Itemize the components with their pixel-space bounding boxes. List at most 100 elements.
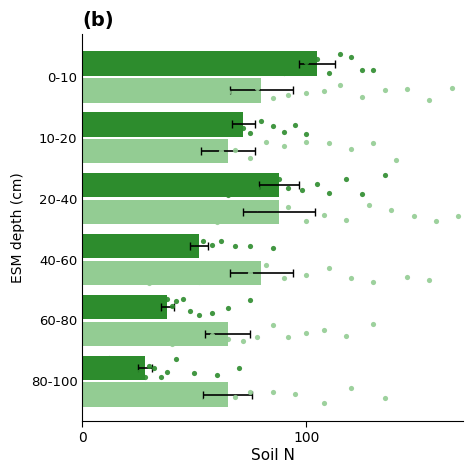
Point [146, 237, 153, 245]
Point [448, 84, 456, 92]
Point [231, 393, 238, 401]
Bar [82, 173, 279, 198]
Point [347, 146, 355, 153]
Point [314, 55, 321, 63]
Point [336, 50, 344, 58]
Point [298, 186, 305, 193]
Point [381, 172, 388, 179]
Point [343, 216, 350, 224]
Point [280, 142, 288, 149]
Point [128, 368, 135, 375]
Point [347, 384, 355, 392]
Bar [82, 52, 318, 76]
Point [269, 321, 276, 328]
Point [168, 340, 176, 347]
Point [284, 203, 292, 210]
Point [235, 202, 243, 210]
Point [403, 85, 410, 92]
Bar [82, 234, 199, 258]
Bar [82, 261, 261, 285]
Point [146, 322, 153, 330]
Point [302, 138, 310, 146]
Point [217, 237, 225, 245]
Point [157, 239, 164, 247]
Point [253, 204, 261, 211]
Point [213, 219, 220, 226]
Point [168, 203, 176, 210]
Point [246, 58, 254, 65]
Point [246, 297, 254, 304]
Point [347, 53, 355, 61]
Point [201, 396, 209, 404]
Point [217, 386, 225, 394]
Point [179, 295, 187, 302]
Point [246, 388, 254, 396]
Point [387, 206, 395, 213]
Point [320, 211, 328, 219]
Point [119, 294, 127, 302]
Point [291, 121, 299, 128]
Point [262, 186, 270, 194]
Point [164, 152, 171, 160]
Point [257, 117, 265, 125]
Point [224, 88, 232, 96]
Point [240, 91, 247, 99]
Point [370, 320, 377, 328]
Point [320, 399, 328, 407]
Point [128, 297, 135, 304]
Point [231, 273, 238, 281]
Point [392, 156, 400, 164]
Point [253, 184, 261, 191]
Point [173, 297, 180, 304]
Text: (b): (b) [82, 11, 114, 30]
Point [246, 154, 254, 162]
Point [280, 274, 288, 282]
Point [191, 330, 198, 337]
Point [179, 91, 187, 98]
Bar [82, 321, 228, 346]
Point [164, 235, 171, 242]
Point [370, 278, 377, 285]
Point [179, 128, 187, 135]
Point [246, 269, 254, 276]
Point [253, 333, 261, 341]
Point [240, 337, 247, 345]
Point [173, 243, 180, 250]
Point [182, 250, 189, 258]
Point [381, 86, 388, 94]
Point [284, 184, 292, 192]
Point [146, 93, 153, 100]
Point [146, 296, 153, 303]
Point [135, 246, 142, 254]
Point [105, 355, 113, 362]
Point [186, 385, 193, 393]
Point [224, 191, 232, 199]
Point [325, 264, 332, 272]
Point [325, 139, 332, 147]
Bar [82, 356, 145, 380]
Point [209, 309, 216, 316]
Point [347, 274, 355, 282]
Point [224, 305, 232, 312]
Bar [82, 78, 261, 102]
Point [157, 373, 164, 381]
Point [370, 139, 377, 146]
Point [302, 329, 310, 337]
Point [201, 86, 209, 94]
Point [164, 295, 171, 303]
Point [302, 89, 310, 97]
Bar [82, 295, 167, 319]
Point [209, 241, 216, 249]
Point [370, 66, 377, 74]
Point [257, 67, 265, 74]
Point [336, 81, 344, 88]
Point [191, 238, 198, 246]
Bar [82, 139, 228, 164]
Point [146, 362, 153, 369]
Point [253, 84, 261, 92]
Point [195, 311, 202, 319]
Point [358, 190, 366, 198]
Point [284, 91, 292, 99]
Point [432, 217, 440, 225]
Point [358, 66, 366, 73]
